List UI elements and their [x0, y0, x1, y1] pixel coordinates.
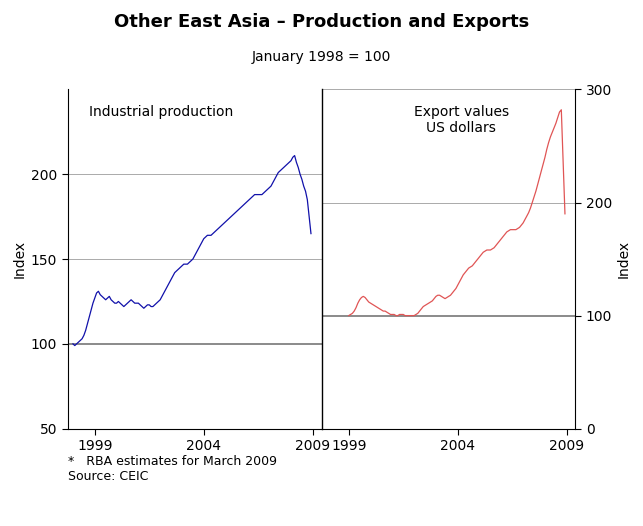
Text: Other East Asia – Production and Exports: Other East Asia – Production and Exports — [114, 13, 529, 31]
Text: Industrial production: Industrial production — [89, 105, 233, 119]
Y-axis label: Index: Index — [13, 240, 26, 278]
Y-axis label: Index: Index — [617, 240, 630, 278]
Text: *   RBA estimates for March 2009
Source: CEIC: * RBA estimates for March 2009 Source: C… — [68, 455, 276, 483]
Text: January 1998 = 100: January 1998 = 100 — [252, 50, 391, 64]
Text: Export values
US dollars: Export values US dollars — [413, 105, 509, 135]
